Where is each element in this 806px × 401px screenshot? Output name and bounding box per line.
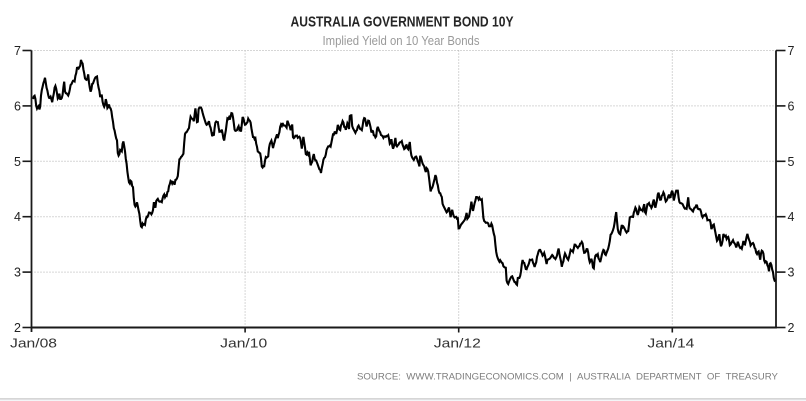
svg-text:2: 2: [788, 321, 795, 335]
svg-text:5: 5: [14, 155, 21, 169]
svg-text:SOURCE: WWW.TRADINGECONOMICS.: SOURCE: WWW.TRADINGECONOMICS.COM | AUSTR…: [357, 372, 779, 383]
svg-text:Implied Yield on 10 Year Bonds: Implied Yield on 10 Year Bonds: [323, 34, 480, 48]
svg-text:5: 5: [788, 155, 795, 169]
svg-text:4: 4: [788, 210, 795, 224]
svg-text:2: 2: [14, 321, 21, 335]
svg-text:7: 7: [14, 44, 21, 58]
svg-text:AUSTRALIA GOVERNMENT BOND 10Y: AUSTRALIA GOVERNMENT BOND 10Y: [291, 14, 514, 31]
svg-text:6: 6: [14, 99, 21, 113]
svg-text:3: 3: [14, 266, 21, 280]
svg-text:Jan/08: Jan/08: [10, 336, 57, 351]
svg-text:7: 7: [788, 44, 795, 58]
svg-text:4: 4: [14, 210, 21, 224]
svg-text:3: 3: [788, 266, 795, 280]
svg-text:Jan/12: Jan/12: [434, 336, 481, 351]
svg-text:Jan/14: Jan/14: [647, 336, 694, 351]
svg-text:Jan/10: Jan/10: [220, 336, 267, 351]
svg-text:6: 6: [788, 99, 795, 113]
